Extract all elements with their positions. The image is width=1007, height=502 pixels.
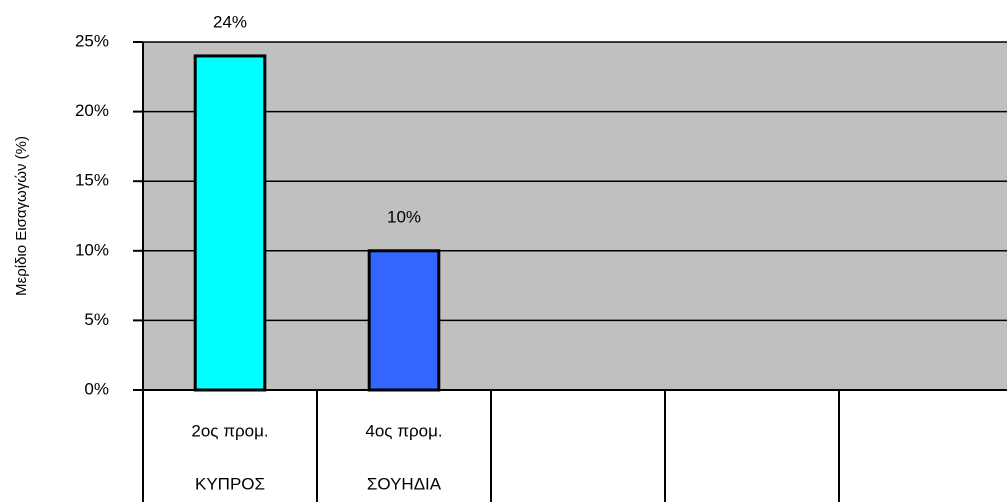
y-tick-label: 5% <box>84 310 109 329</box>
bar <box>367 249 441 392</box>
x-tick-label: 4ος προμ. <box>365 421 442 440</box>
x-tick-label: 2ος προμ. <box>191 421 268 440</box>
y-axis-label: Μερίδιο Εισαγωγών (%) <box>13 136 30 296</box>
data-label: 24% <box>213 12 247 31</box>
y-tick-label: 25% <box>75 31 109 50</box>
y-tick-label: 15% <box>75 171 109 190</box>
plot-area <box>143 42 1007 390</box>
y-tick-label: 0% <box>84 379 109 398</box>
x-tick-label: ΣΟΥΗΔΙΑ <box>367 474 442 493</box>
data-label: 10% <box>387 207 421 226</box>
y-tick-label: 20% <box>75 101 109 120</box>
x-tick-label: ΚΥΠΡΟΣ <box>195 474 265 493</box>
y-tick-label: 10% <box>75 240 109 259</box>
bar <box>193 54 267 392</box>
